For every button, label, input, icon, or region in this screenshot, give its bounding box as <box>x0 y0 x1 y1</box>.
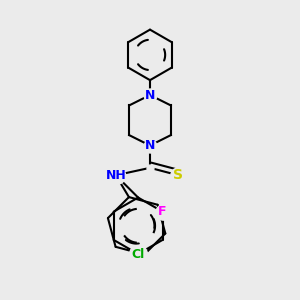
Text: N: N <box>145 139 155 152</box>
Text: N: N <box>145 139 155 152</box>
Text: N: N <box>145 88 155 101</box>
Text: F: F <box>158 205 167 218</box>
Text: S: S <box>173 168 183 182</box>
Text: Cl: Cl <box>131 248 145 260</box>
Text: N: N <box>145 88 155 101</box>
Text: N: N <box>145 139 155 152</box>
Text: NH: NH <box>105 169 126 182</box>
Text: N: N <box>145 88 155 101</box>
